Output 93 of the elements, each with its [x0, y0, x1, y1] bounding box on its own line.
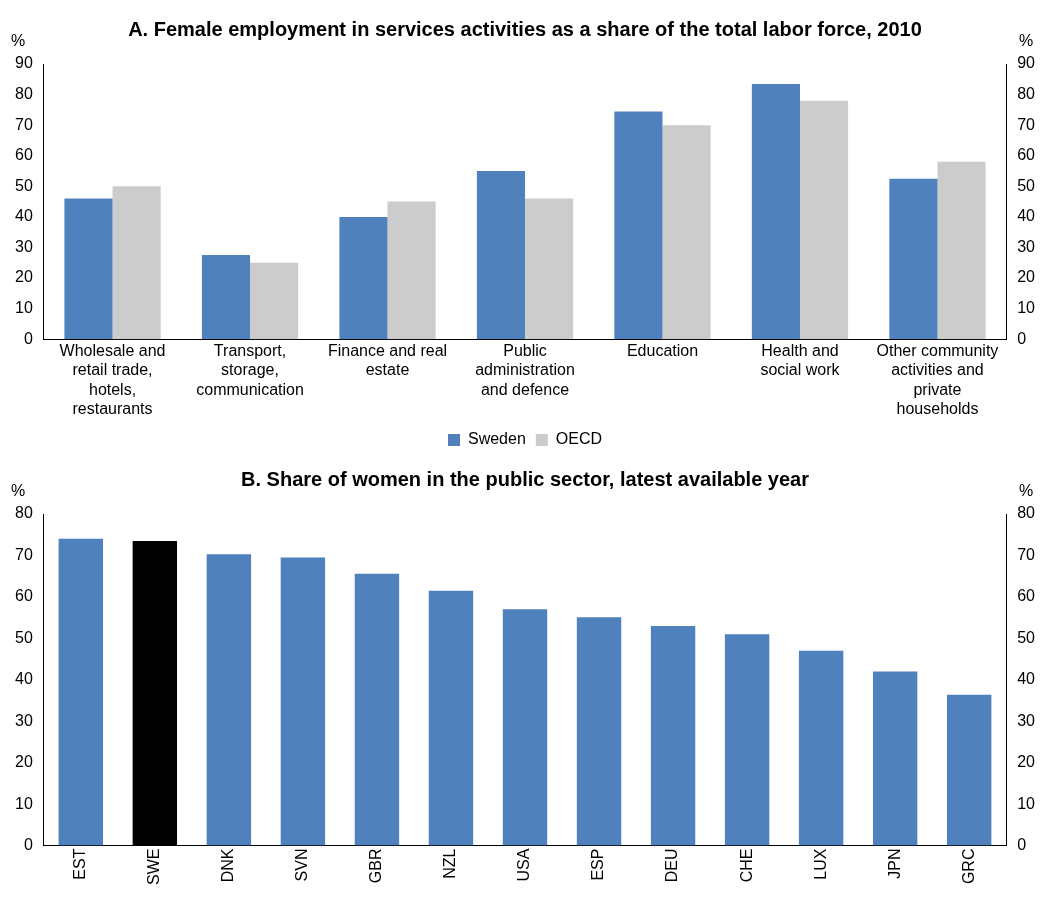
x-tick-label: Education	[626, 342, 699, 360]
x-tick-label: JPN	[885, 848, 903, 879]
y-tick-label: 40	[15, 207, 33, 225]
x-tick-label: USA	[515, 848, 533, 882]
legend-label: Sweden	[467, 430, 526, 448]
y2-tick-label: 10	[1017, 794, 1036, 812]
y2-tick-label: 80	[1017, 84, 1036, 102]
y-axis-title: %	[10, 482, 26, 500]
x-tick-label: DEU	[663, 848, 681, 883]
y2-tick-label: 40	[1017, 670, 1036, 688]
bar	[525, 198, 574, 340]
y-tick-label: 60	[15, 146, 33, 164]
chart-title: B. Share of women in the public sector, latest available year	[241, 467, 810, 490]
y-tick-label: 50	[15, 628, 33, 646]
bar	[476, 171, 525, 340]
x-tick-label: Transport, storage, communication	[196, 342, 304, 398]
y2-axis-title: %	[1018, 482, 1034, 500]
x-tick-label: EST	[71, 848, 89, 880]
y2-tick-label: 70	[1017, 115, 1036, 133]
bar	[724, 634, 770, 846]
x-tick-label: DNK	[219, 848, 237, 883]
bar	[387, 201, 436, 340]
bar	[339, 216, 388, 340]
x-tick-label: Wholesale and retail trade, hotels, restaurants	[59, 342, 166, 417]
bar	[132, 540, 178, 846]
x-tick-label: CHE	[737, 848, 755, 883]
x-tick-label: Health and social work	[760, 342, 841, 379]
y2-axis-title: %	[1018, 32, 1034, 50]
y-tick-label: 0	[23, 329, 33, 347]
y2-tick-label: 50	[1017, 628, 1036, 646]
x-tick-label: SVN	[293, 848, 311, 882]
bar	[946, 694, 992, 846]
y-tick-label: 70	[15, 545, 33, 563]
y2-tick-label: 80	[1017, 504, 1036, 522]
y-tick-label: 10	[15, 794, 33, 812]
x-tick-label: Public administration and defence	[475, 342, 575, 398]
bar	[662, 125, 711, 340]
bar	[799, 100, 849, 340]
y-tick-label: 30	[15, 237, 33, 255]
y2-tick-label: 30	[1017, 237, 1036, 255]
y-tick-label: 20	[15, 753, 33, 771]
bar	[650, 625, 696, 846]
y-tick-label: 20	[15, 268, 33, 286]
x-tick-label: NZL	[441, 848, 459, 879]
bar	[576, 617, 622, 846]
bar	[937, 161, 986, 340]
y2-tick-label: 60	[1017, 587, 1036, 605]
bar	[64, 198, 113, 340]
x-tick-label: SWE	[145, 848, 163, 886]
y-tick-label: 0	[23, 835, 33, 853]
y2-tick-label: 0	[1017, 329, 1027, 347]
bar	[280, 557, 326, 846]
x-tick-label: ESP	[589, 848, 607, 881]
y2-tick-label: 0	[1017, 835, 1027, 853]
bar	[502, 609, 548, 846]
bar	[889, 178, 938, 340]
y2-tick-label: 20	[1017, 753, 1036, 771]
x-tick-label: GRC	[959, 848, 977, 885]
x-tick-label: Other community activities and private households	[876, 342, 999, 417]
y2-tick-label: 30	[1017, 711, 1036, 729]
bar	[206, 554, 252, 846]
y-axis-title: %	[10, 32, 26, 50]
y2-tick-label: 60	[1017, 146, 1036, 164]
y2-tick-label: 90	[1017, 54, 1036, 72]
bar	[428, 590, 474, 846]
y-tick-label: 90	[15, 54, 33, 72]
y-tick-label: 50	[15, 176, 33, 194]
y-tick-label: 70	[15, 115, 33, 133]
bar	[112, 186, 161, 340]
bar	[614, 111, 663, 340]
y2-tick-label: 50	[1017, 176, 1036, 194]
y-tick-label: 30	[15, 711, 33, 729]
y-tick-label: 40	[15, 670, 33, 688]
y2-tick-label: 10	[1017, 299, 1036, 317]
y2-tick-label: 70	[1017, 545, 1036, 563]
y-tick-label: 80	[15, 84, 33, 102]
x-tick-label: LUX	[811, 848, 829, 880]
chart-title: A. Female employment in services activities as a share of the total labor force, 2010	[128, 17, 922, 40]
y2-tick-label: 40	[1017, 207, 1036, 225]
bar	[201, 255, 251, 340]
x-tick-label: GBR	[367, 848, 385, 884]
y-tick-label: 80	[15, 504, 33, 522]
x-tick-label: Finance and real estate	[327, 342, 448, 379]
bar	[751, 83, 800, 340]
bar	[872, 671, 918, 846]
y-tick-label: 10	[15, 299, 33, 317]
y2-tick-label: 20	[1017, 268, 1036, 286]
bar	[250, 262, 299, 340]
y-tick-label: 60	[15, 587, 33, 605]
bar	[354, 573, 400, 846]
bar	[58, 538, 104, 846]
bar	[798, 650, 844, 846]
legend-label: OECD	[555, 430, 603, 448]
